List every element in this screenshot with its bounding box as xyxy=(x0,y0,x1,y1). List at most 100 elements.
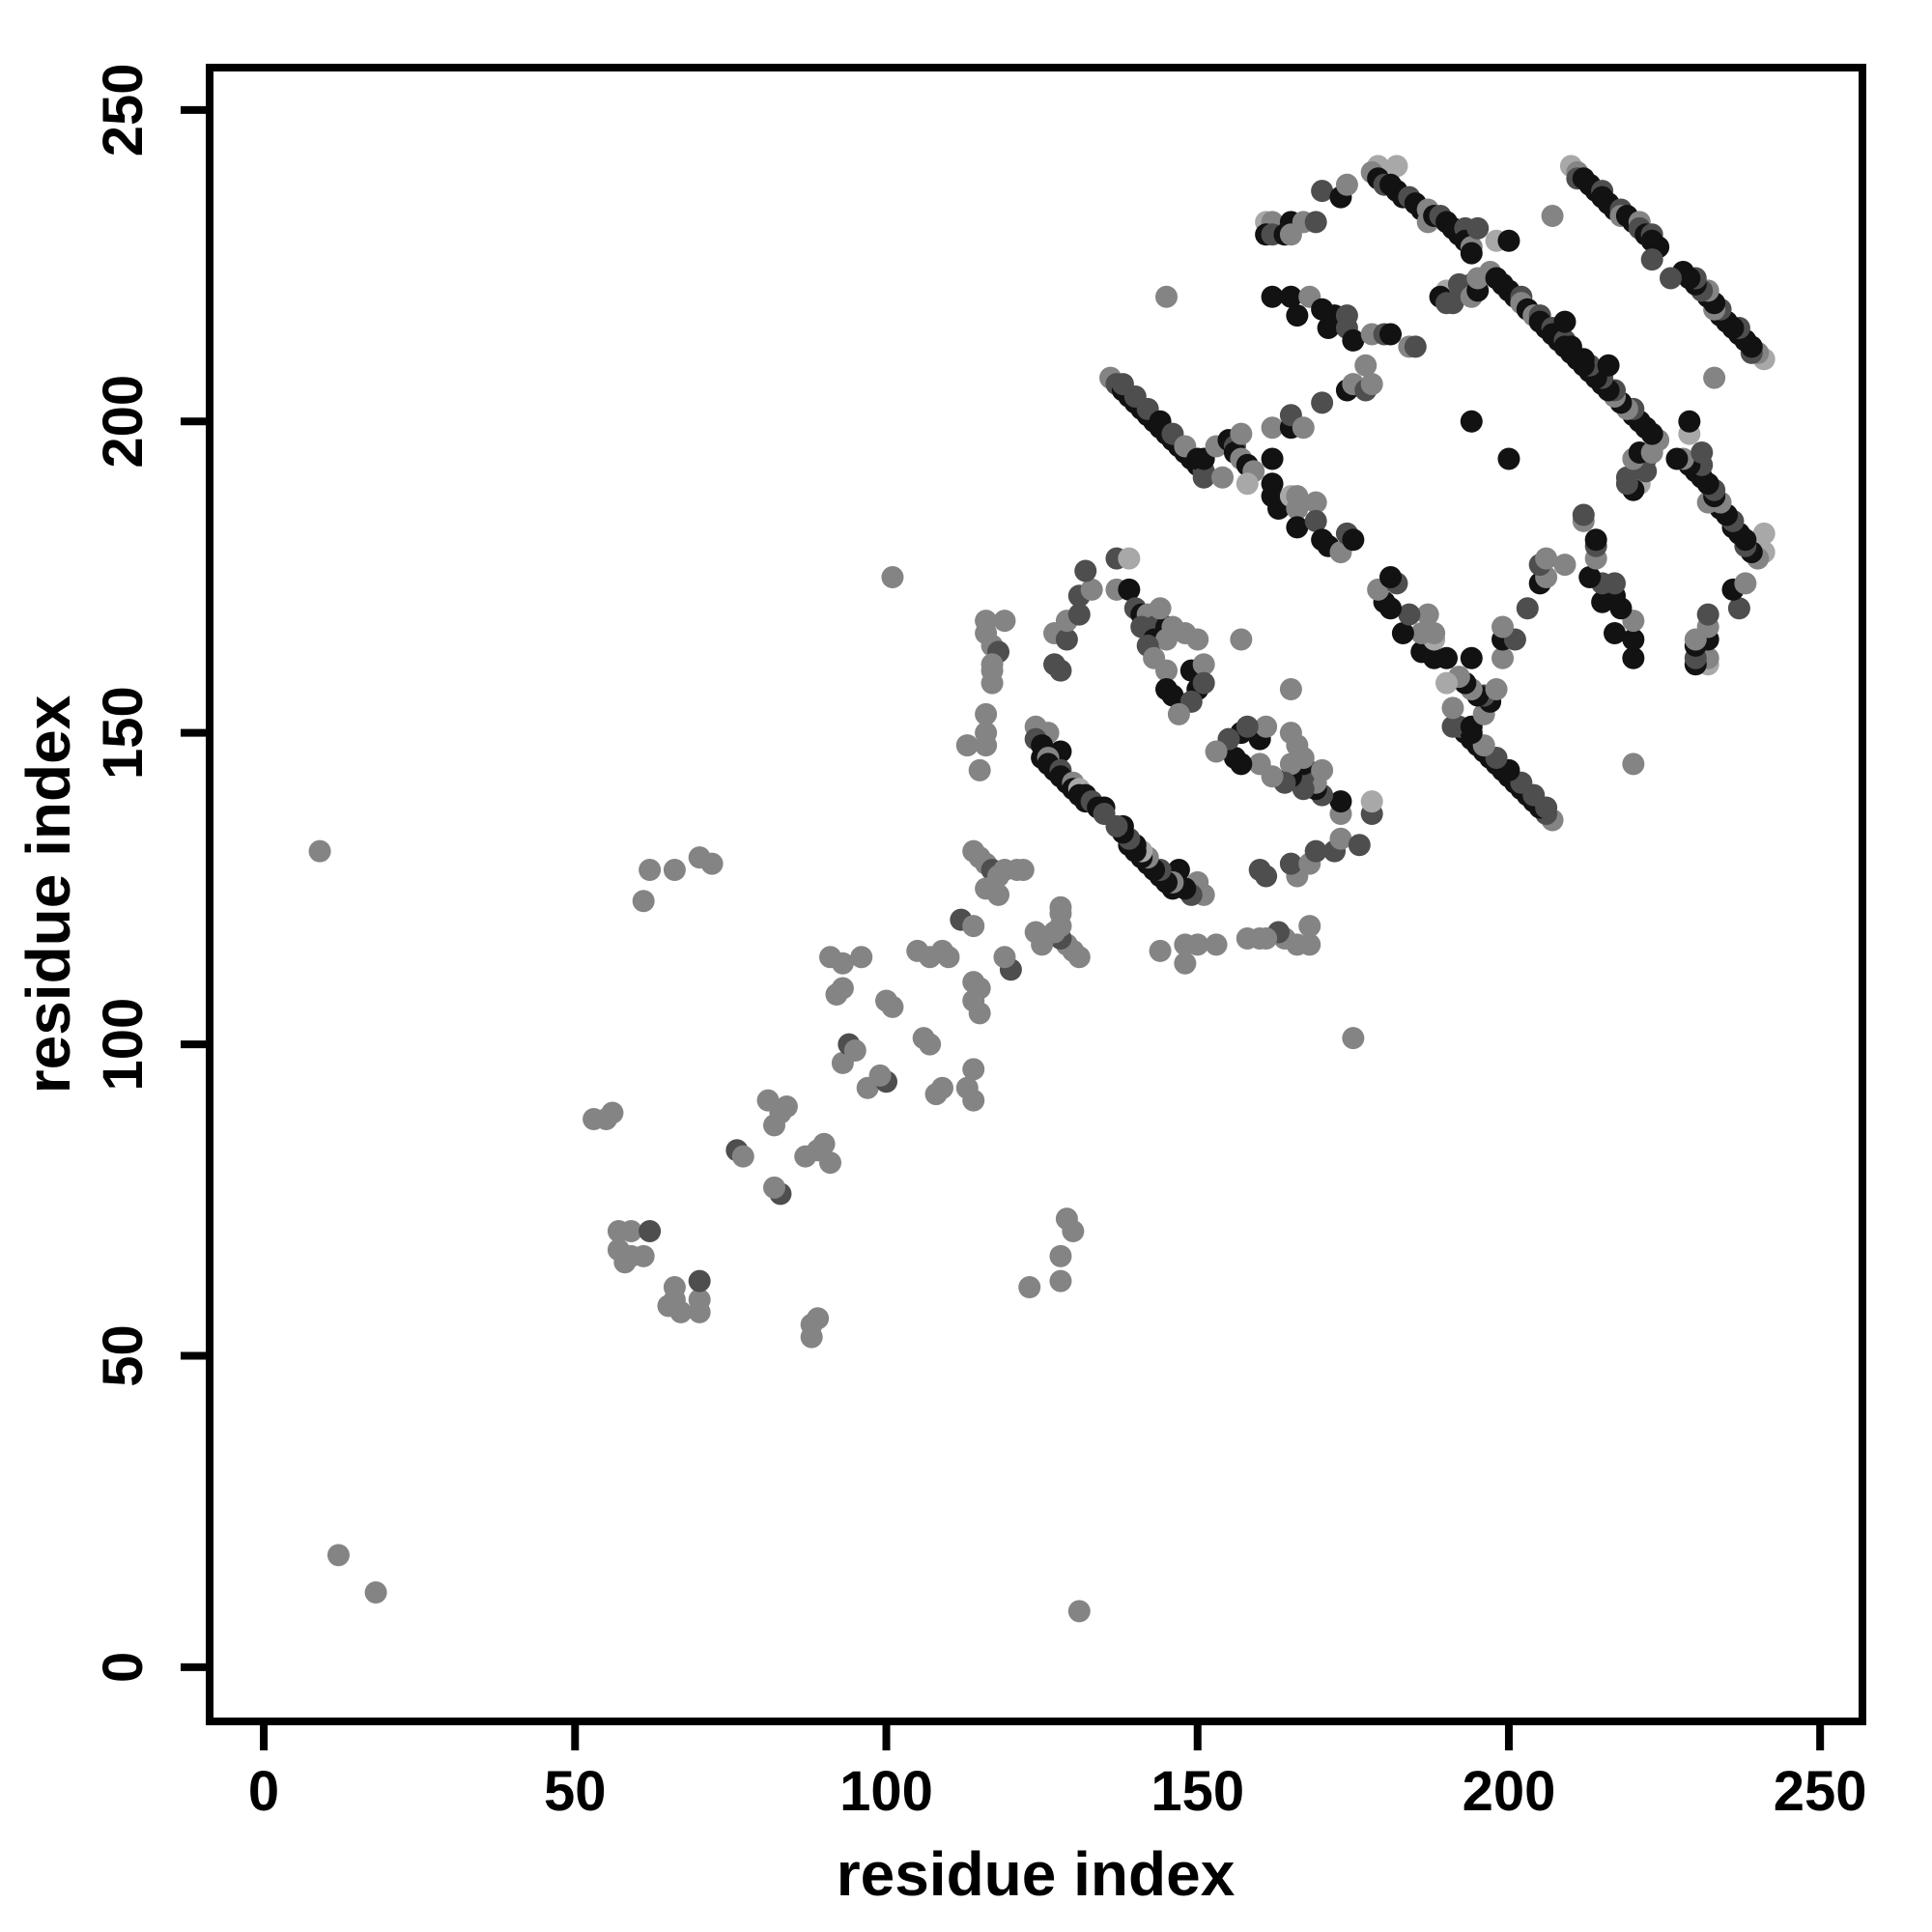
data-point xyxy=(1492,615,1515,639)
data-point xyxy=(912,1027,935,1050)
data-point xyxy=(1118,578,1141,601)
data-point xyxy=(663,1276,686,1299)
data-point xyxy=(1304,491,1327,514)
data-point xyxy=(1360,373,1383,396)
data-point xyxy=(1211,466,1235,489)
data-point xyxy=(1080,578,1103,601)
data-point xyxy=(1055,1208,1078,1231)
data-point xyxy=(1155,659,1179,682)
data-point xyxy=(1149,939,1172,962)
data-point xyxy=(1584,528,1607,552)
data-point xyxy=(1354,354,1378,377)
data-point xyxy=(1572,503,1595,526)
data-point xyxy=(1404,335,1427,358)
data-point xyxy=(1304,509,1327,532)
data-point xyxy=(1752,522,1776,545)
data-point xyxy=(1541,204,1564,227)
data-point xyxy=(327,1544,350,1567)
data-point xyxy=(1043,653,1066,676)
y-axis-label: residue index xyxy=(14,695,83,1094)
data-point xyxy=(1255,865,1278,888)
data-point xyxy=(868,1064,892,1087)
data-point xyxy=(619,1220,642,1243)
data-point xyxy=(1292,416,1315,440)
data-point xyxy=(1385,155,1408,178)
data-point xyxy=(1416,603,1439,626)
data-point xyxy=(1435,292,1459,315)
data-point xyxy=(881,995,904,1018)
data-point xyxy=(1311,758,1334,781)
data-point xyxy=(1553,310,1577,333)
data-point xyxy=(1348,834,1371,857)
data-point xyxy=(1105,814,1128,838)
data-point xyxy=(1622,628,1645,651)
plot-frame xyxy=(206,64,1866,1725)
data-point xyxy=(1286,516,1309,539)
data-point xyxy=(639,1220,662,1243)
data-point xyxy=(962,971,985,994)
data-point xyxy=(1311,180,1334,203)
data-point xyxy=(308,839,331,863)
data-point xyxy=(632,1244,655,1267)
data-point xyxy=(1379,565,1403,588)
data-point xyxy=(1578,565,1602,588)
data-point xyxy=(1161,684,1184,707)
data-points xyxy=(308,155,1776,1623)
data-point xyxy=(1279,852,1302,875)
data-point xyxy=(1304,839,1327,863)
data-point xyxy=(1236,472,1259,496)
data-point xyxy=(1329,790,1352,813)
data-point xyxy=(807,1307,830,1330)
data-point xyxy=(1223,746,1246,769)
data-point xyxy=(1660,267,1683,290)
data-point xyxy=(1279,678,1302,701)
data-point xyxy=(756,1089,780,1112)
data-point xyxy=(1205,740,1228,763)
data-point xyxy=(613,1251,637,1274)
data-point xyxy=(1497,447,1520,470)
data-point xyxy=(1690,440,1714,464)
data-point xyxy=(1174,952,1197,975)
data-point xyxy=(1024,921,1047,944)
data-point xyxy=(1604,621,1627,644)
data-point xyxy=(993,946,1016,969)
data-point xyxy=(1734,572,1757,595)
data-point xyxy=(975,722,998,745)
data-point xyxy=(1398,603,1421,626)
data-point xyxy=(1466,216,1490,240)
data-point xyxy=(1441,696,1464,720)
data-point xyxy=(1553,554,1577,577)
data-point xyxy=(731,1145,754,1168)
data-point xyxy=(1055,628,1078,651)
data-point xyxy=(975,702,998,725)
data-point xyxy=(993,610,1016,633)
data-point xyxy=(1441,715,1464,738)
data-point xyxy=(657,1294,680,1318)
data-point xyxy=(1149,597,1172,620)
data-point xyxy=(688,1269,711,1293)
data-point xyxy=(831,952,854,975)
data-point xyxy=(1410,621,1434,644)
data-point xyxy=(1566,348,1589,371)
data-point xyxy=(931,1076,954,1099)
data-point xyxy=(1067,1600,1091,1623)
y-tick-label: 50 xyxy=(92,1324,155,1387)
data-point xyxy=(1230,628,1253,651)
data-point xyxy=(1684,628,1707,651)
data-point xyxy=(1342,528,1365,552)
data-point xyxy=(1261,447,1284,470)
data-point xyxy=(1317,317,1340,340)
data-point xyxy=(1329,827,1352,850)
data-point xyxy=(364,1581,387,1605)
data-point xyxy=(1279,753,1302,776)
data-point xyxy=(1236,715,1259,738)
data-point xyxy=(1167,702,1190,725)
data-point xyxy=(1460,242,1483,265)
data-point xyxy=(1155,628,1179,651)
data-point xyxy=(1261,416,1284,440)
data-point xyxy=(1049,1244,1072,1267)
data-point xyxy=(962,915,985,938)
data-point xyxy=(763,1176,786,1199)
data-point xyxy=(1018,1276,1041,1299)
